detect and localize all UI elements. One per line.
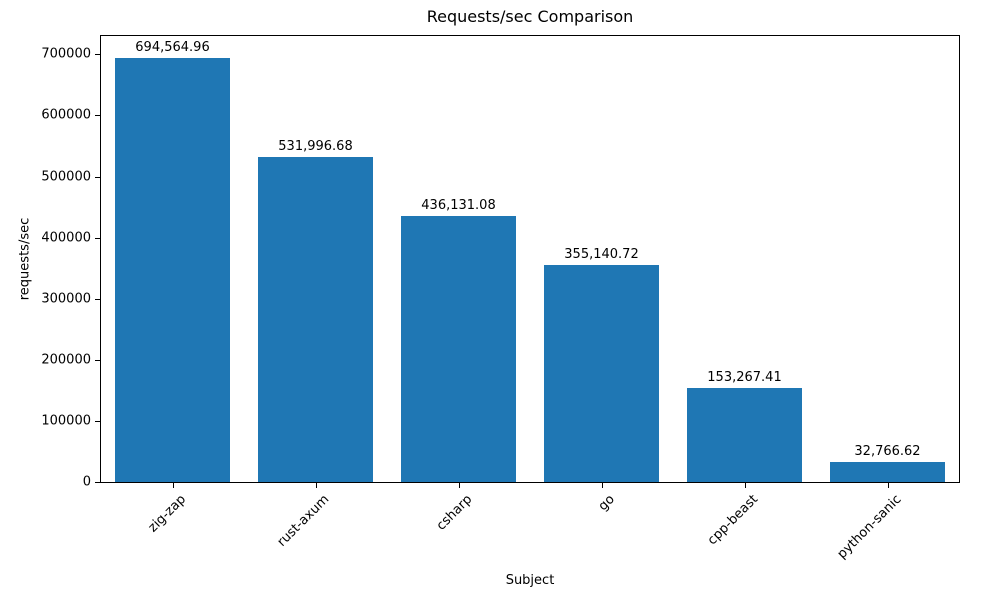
bar — [687, 388, 802, 482]
x-tick-label: cpp-beast — [704, 492, 762, 549]
y-tick-mark — [95, 115, 100, 117]
y-tick-mark — [95, 298, 100, 300]
x-axis-title: Subject — [505, 573, 555, 588]
x-tick-mark — [744, 483, 746, 488]
x-tick-label: python-sanic — [834, 492, 905, 562]
x-tick-label: go — [596, 492, 619, 515]
bar-value-label: 153,267.41 — [707, 370, 782, 386]
plot-area: 0 100000 200000 300000 400000 500000 600000 700… — [41, 35, 960, 562]
x-tick-mark — [601, 483, 603, 488]
y-tick-mark — [95, 54, 100, 56]
chart-title: Requests/sec Comparison — [426, 7, 634, 26]
y-tick-label: 500000 — [41, 169, 91, 185]
bar — [830, 461, 945, 482]
y-tick-label: 0 — [82, 474, 91, 490]
bar-value-label: 32,766.62 — [854, 443, 921, 459]
bar — [115, 57, 230, 482]
y-tick-label: 300000 — [41, 291, 91, 307]
bar — [544, 265, 659, 482]
y-tick-mark — [95, 420, 100, 422]
x-tick-label: csharp — [433, 492, 476, 534]
y-tick-label: 200000 — [41, 352, 91, 368]
y-tick-mark — [95, 482, 100, 483]
bar — [401, 215, 516, 482]
y-axis-title: requests/sec — [17, 217, 33, 301]
x-tick-mark — [887, 483, 889, 488]
x-tick-mark — [172, 483, 174, 488]
bar-value-label: 694,564.96 — [135, 39, 210, 55]
x-tick-mark — [458, 483, 460, 488]
x-tick-mark — [315, 483, 317, 488]
x-tick-label: zig-zap — [145, 492, 190, 536]
x-tick-label: rust-axum — [274, 492, 333, 550]
y-tick-label: 400000 — [41, 230, 91, 246]
y-tick-label: 600000 — [41, 107, 91, 123]
bar-value-label: 436,131.08 — [421, 197, 496, 213]
bar-value-label: 531,996.68 — [278, 138, 353, 154]
y-tick-mark — [95, 359, 100, 361]
y-tick-label: 700000 — [41, 46, 91, 62]
bar-value-label: 355,140.72 — [564, 247, 639, 263]
y-tick-label: 100000 — [41, 413, 91, 429]
y-tick-mark — [95, 237, 100, 239]
y-tick-mark — [95, 176, 100, 178]
bar — [258, 156, 373, 482]
